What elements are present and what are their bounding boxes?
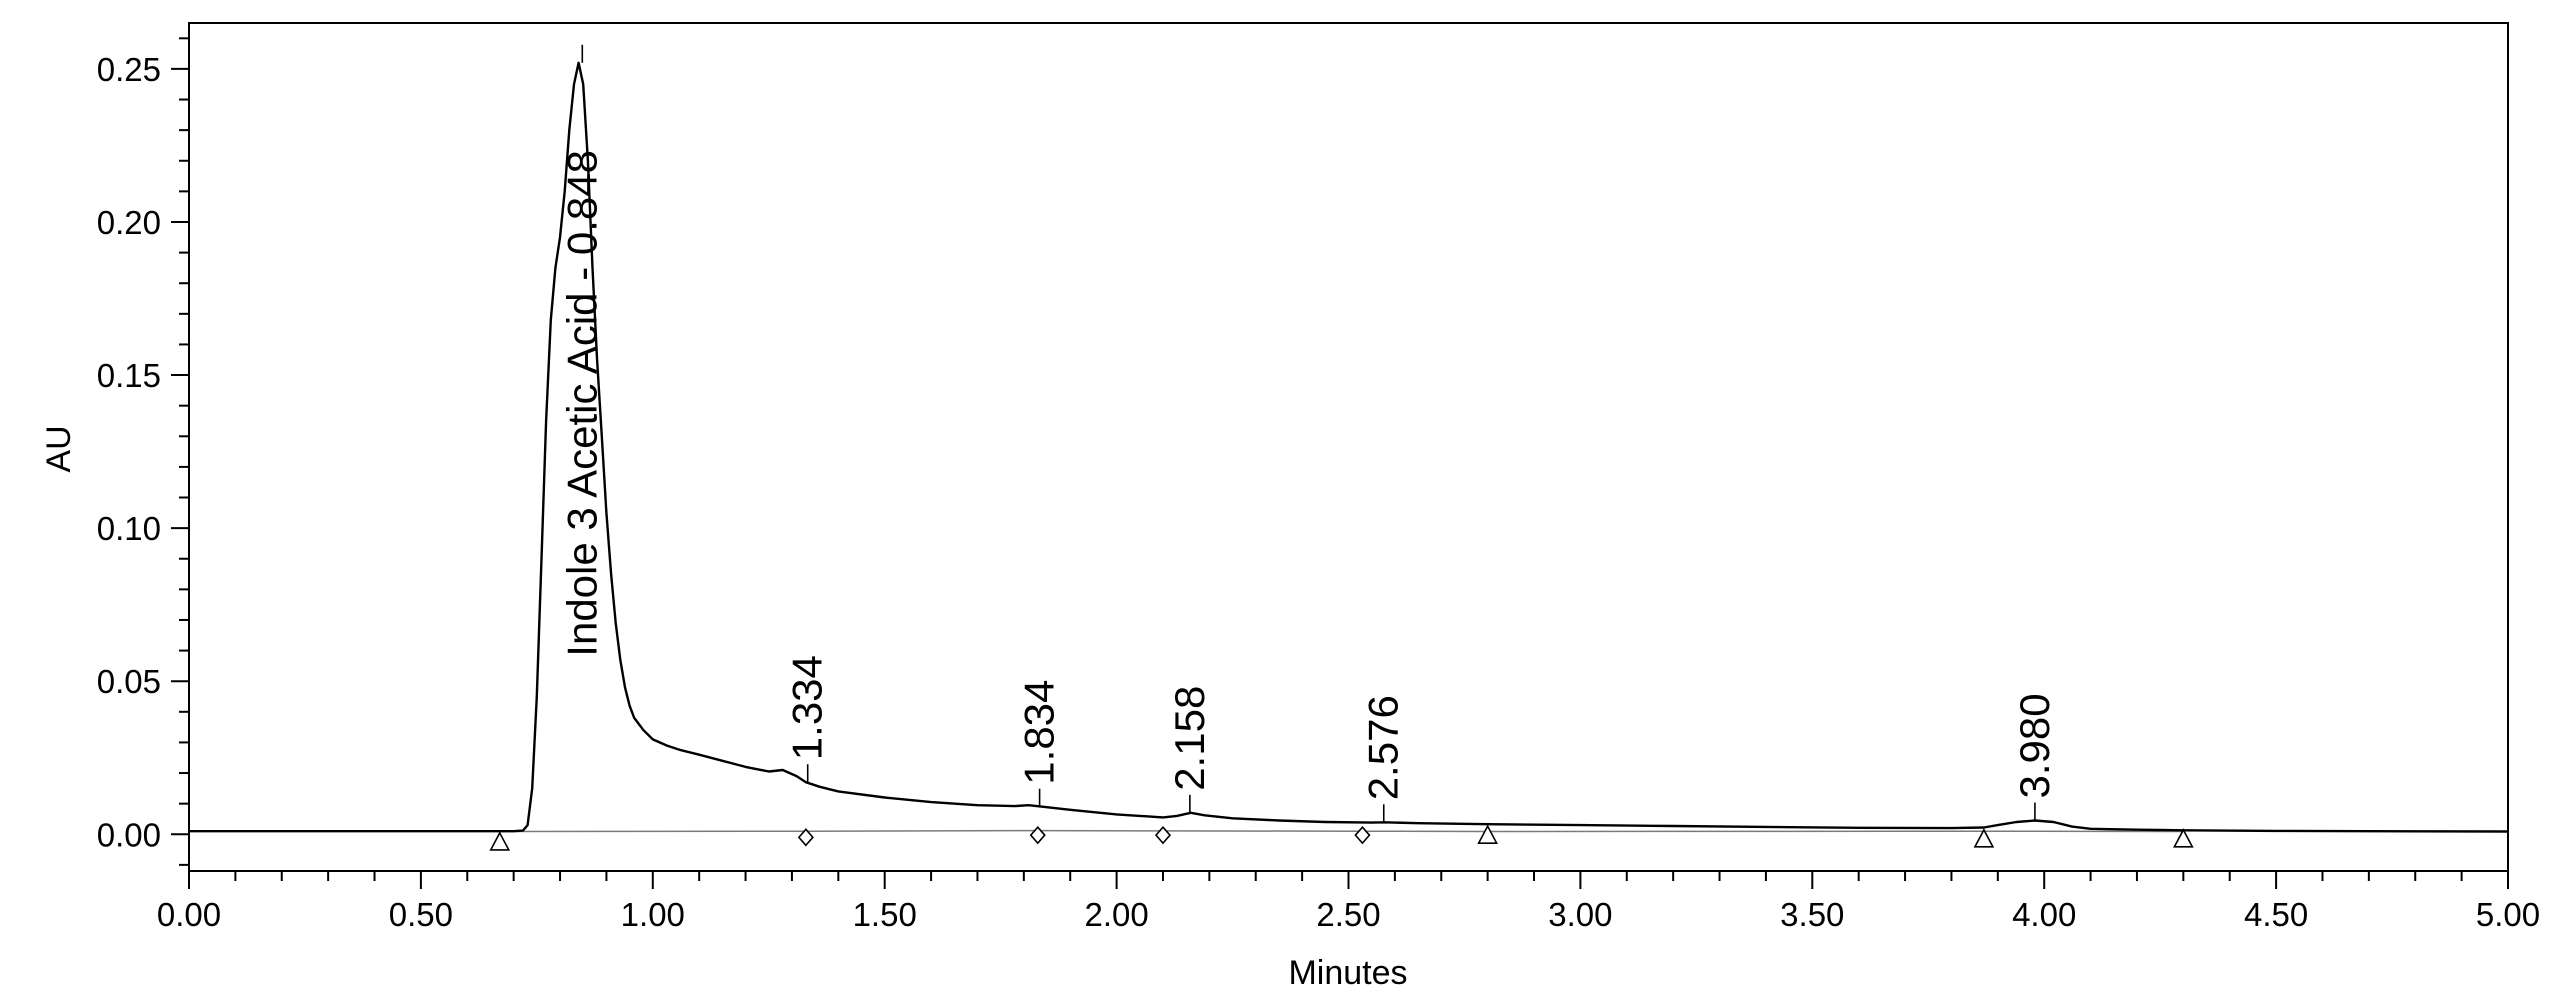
x-tick-label: 2.50	[1316, 896, 1380, 933]
x-tick-label: 0.00	[157, 896, 221, 933]
peak-end-triangle-marker	[1477, 824, 1498, 844]
trace-line	[189, 61, 2509, 833]
peak-label: 1.834	[1016, 680, 1063, 785]
peak-label: 3.980	[2011, 693, 2058, 798]
chromatogram-trace	[189, 61, 2509, 833]
x-tick-label: 0.50	[389, 896, 453, 933]
tick-marks	[171, 37, 2509, 889]
peak-split-diamond-marker	[1029, 825, 1046, 845]
y-tick-label: 0.05	[97, 663, 161, 700]
y-tick-label: 0.25	[97, 51, 161, 88]
x-tick-label: 5.00	[2476, 896, 2540, 933]
plot-frame	[188, 22, 2509, 872]
y-tick-label: 0.00	[97, 816, 161, 853]
peak-boundary-markers	[489, 824, 2194, 851]
y-axis-title: AU	[40, 425, 78, 472]
x-tick-labels: 0.00 0.50 1.00 1.50 2.00 2.50 3.00 3.50 4.00 4.50…	[157, 896, 2540, 933]
peak-end-triangle-marker	[489, 831, 511, 851]
peak-label: 2.158	[1166, 686, 1213, 791]
integration-baseline	[499, 829, 2184, 833]
peak-split-diamond-marker	[1354, 825, 1371, 845]
x-axis-title: Minutes	[1288, 954, 1407, 992]
peak-split-diamond-marker	[797, 828, 814, 847]
peak-label: 2.576	[1360, 695, 1407, 800]
y-tick-label: 0.10	[97, 510, 161, 547]
x-tick-label: 3.50	[1780, 896, 1844, 933]
x-tick-label: 3.00	[1548, 896, 1612, 933]
peak-split-diamond-marker	[1154, 825, 1172, 845]
peak-end-triangle-marker	[1973, 828, 1995, 848]
y-tick-labels: 0.00 0.05 0.10 0.15 0.20 0.25	[97, 51, 161, 853]
peak-label: 1.334	[784, 655, 831, 760]
peak-label: Indole 3 Acetic Acid - 0.848	[558, 150, 605, 657]
x-tick-label: 1.50	[853, 896, 917, 933]
x-tick-label: 2.00	[1084, 896, 1148, 933]
peak-end-triangle-marker	[2173, 828, 2194, 848]
x-tick-label: 1.00	[621, 896, 685, 933]
x-tick-label: 4.00	[2012, 896, 2076, 933]
baseline-line	[499, 829, 2184, 833]
peak-labels: Indole 3 Acetic Acid - 0.848 1.334 1.834 2.…	[558, 44, 2058, 823]
y-tick-label: 0.20	[97, 204, 161, 241]
y-tick-label: 0.15	[97, 357, 161, 394]
x-tick-label: 4.50	[2244, 896, 2308, 933]
